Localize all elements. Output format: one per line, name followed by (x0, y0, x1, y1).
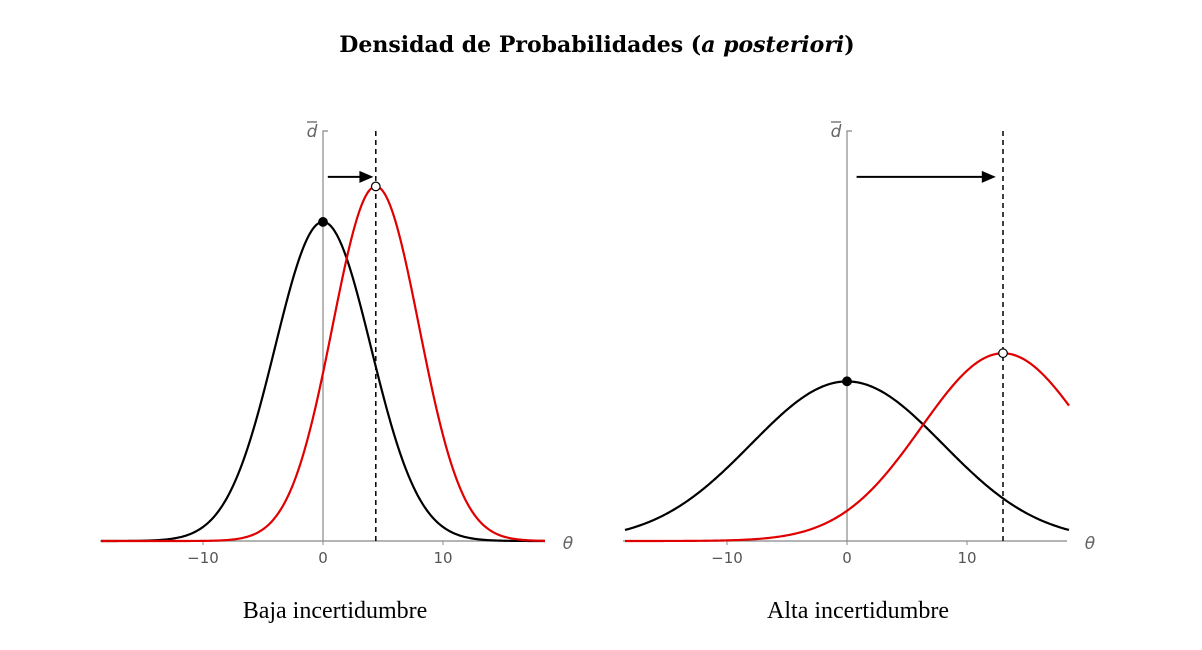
x-tick-label: −10 (711, 549, 743, 567)
title-italic: a posteriori (701, 32, 844, 58)
shift-arrow-head (981, 170, 996, 183)
posterior-curve (625, 352, 1070, 543)
y-axis (322, 130, 328, 541)
y-axis (846, 130, 852, 541)
panel-high-uncertainty: −10 0 10 θ d (623, 121, 1096, 567)
x-axis-label: θ (1085, 534, 1096, 554)
y-axis-label: d (307, 122, 318, 142)
title-main: Densidad de Probabilidades ( (339, 32, 701, 58)
prior-mode-marker (842, 376, 852, 387)
figure-title: Densidad de Probabilidades (a posteriori… (339, 32, 854, 58)
x-tick-label: 10 (433, 549, 452, 567)
title-end: ) (844, 32, 854, 58)
posterior-curve (101, 185, 546, 543)
x-tick-label: 0 (318, 549, 328, 567)
prior-mode-marker (318, 217, 328, 227)
caption-high-uncertainty: Alta incertidumbre (767, 598, 949, 624)
caption-low-uncertainty: Baja incertidumbre (243, 598, 428, 624)
posterior-mode-marker (998, 348, 1008, 359)
x-axis-label: θ (563, 534, 574, 554)
panel-low-uncertainty: −10 0 10 θ d (100, 121, 574, 567)
posterior-mode-marker (370, 181, 381, 192)
y-axis-label: d (831, 122, 842, 142)
shift-arrow-head (359, 170, 374, 183)
x-tick-label: −10 (187, 549, 219, 567)
x-tick-label: 10 (957, 549, 976, 567)
x-tick-label: 0 (842, 549, 852, 567)
